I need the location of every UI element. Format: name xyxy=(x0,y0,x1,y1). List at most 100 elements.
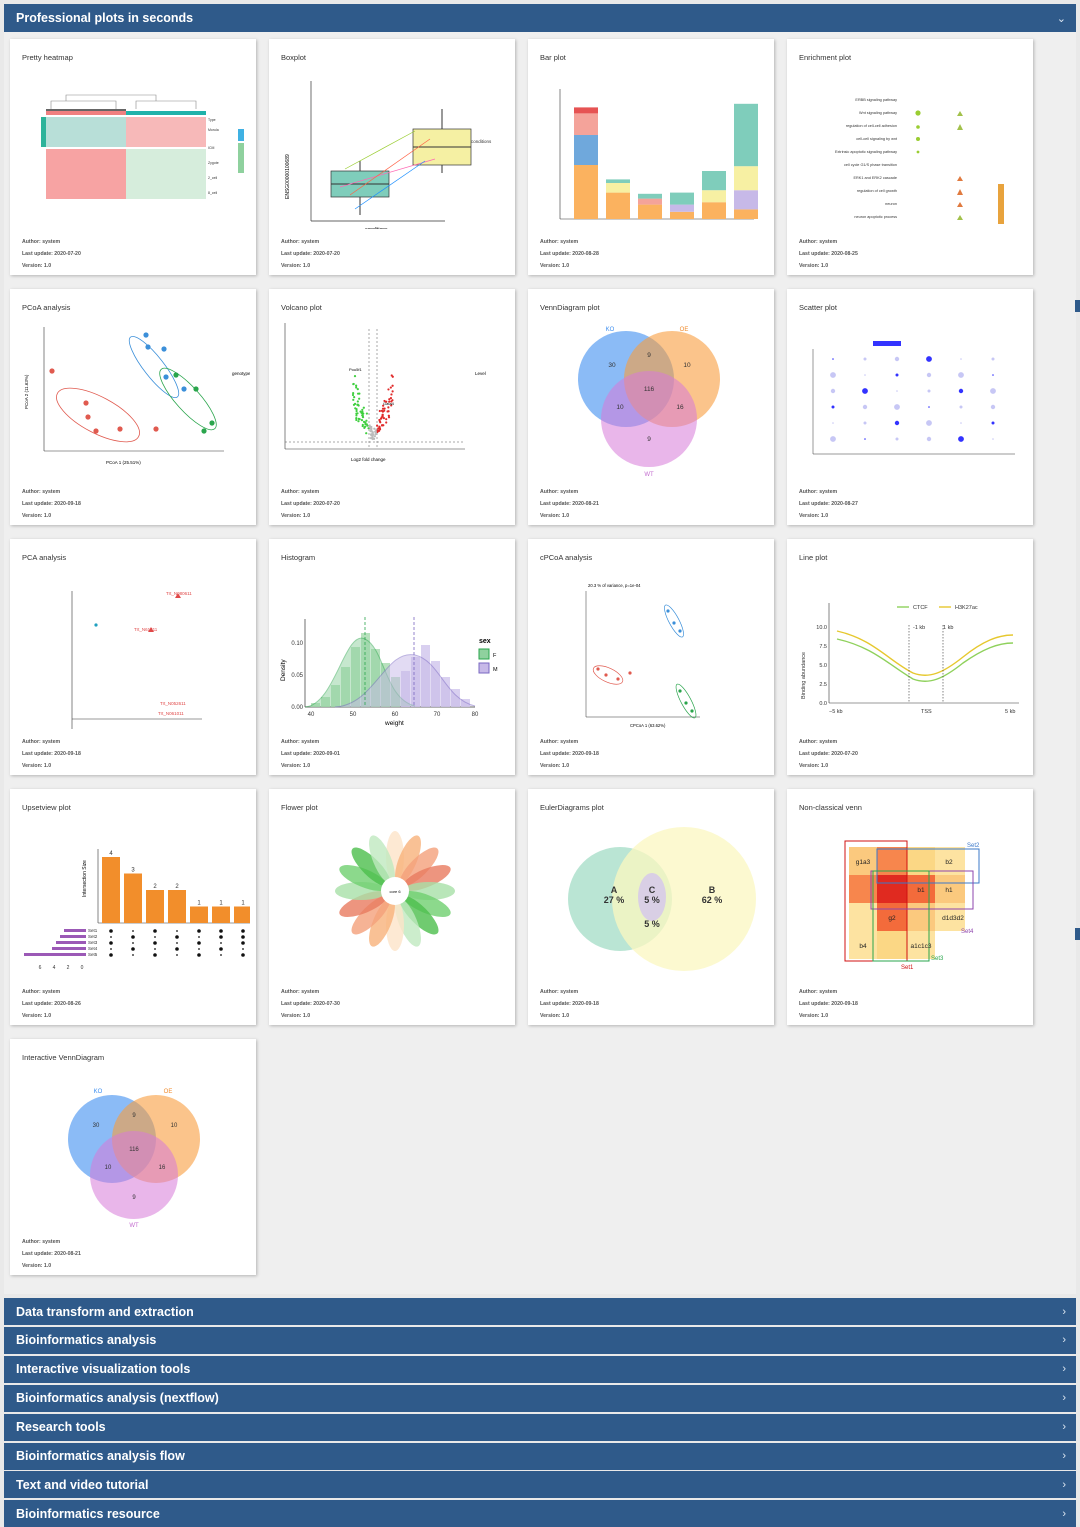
section-bar[interactable]: Bioinformatics analysis › xyxy=(4,1326,1076,1354)
section-bar[interactable]: Bioinformatics resource › xyxy=(4,1500,1076,1527)
venn2-value: 16 xyxy=(159,1165,166,1171)
upset-bar xyxy=(146,890,164,923)
svg-text:Wnt signaling pathway: Wnt signaling pathway xyxy=(859,111,897,115)
card-title[interactable]: Interactive VennDiagram xyxy=(22,1053,105,1062)
card-author: Author: system xyxy=(281,239,320,245)
plot-card[interactable]: EulerDiagrams plot A 27 % B 62 % C 5 % 5… xyxy=(528,789,774,1025)
card-title[interactable]: Non-classical venn xyxy=(799,803,862,812)
volcano-point xyxy=(388,400,391,403)
section-bar[interactable]: Data transform and extraction › xyxy=(4,1298,1076,1325)
card-title[interactable]: Bar plot xyxy=(540,53,566,62)
volcano-point xyxy=(391,375,394,378)
card-thumbnail[interactable]: ENSG00000100689 conditions conditions xyxy=(275,69,509,233)
section-bar[interactable]: Interactive visualization tools › xyxy=(4,1355,1076,1383)
professional-plots-header[interactable]: Professional plots in seconds ⌄ xyxy=(4,4,1076,32)
venn-value: 10 xyxy=(616,404,624,411)
upset-dot xyxy=(219,935,223,939)
scatter-dot xyxy=(862,404,868,410)
upset-dot xyxy=(220,954,222,956)
venn-value: 9 xyxy=(647,352,651,359)
section-bar[interactable]: Bioinformatics analysis (nextflow) › xyxy=(4,1384,1076,1412)
card-author: Author: system xyxy=(799,739,838,745)
card-thumbnail[interactable]: Pou5f1 Gata4 Log2 fold change Level xyxy=(275,319,509,479)
line-ytick: 2.5 xyxy=(819,682,827,688)
card-title[interactable]: Volcano plot xyxy=(281,303,322,312)
svg-text:ERBB signaling pathway: ERBB signaling pathway xyxy=(855,98,897,102)
plot-card[interactable]: Scatter plot Author: system Last update: … xyxy=(787,289,1033,525)
chevron-right-icon: › xyxy=(1062,1478,1066,1491)
card-thumbnail[interactable] xyxy=(534,69,768,229)
plot-card[interactable]: Histogram 0.00 0.05 0.10 40 50 60 70 80 … xyxy=(269,539,515,775)
plot-card[interactable]: Interactive VennDiagram 30 9 10 116 10 1… xyxy=(10,1039,256,1275)
card-title[interactable]: Upsetview plot xyxy=(22,803,71,812)
section-bar[interactable]: Bioinformatics analysis flow › xyxy=(4,1442,1076,1470)
card-thumbnail[interactable]: Intersection Size 4 3 2 2 1 1 1 Set1 Set2 Set3 Set… xyxy=(16,819,252,979)
card-thumbnail[interactable]: -1 kb 1 kb 0.0 2.5 5.0 7.5 10.0 −5 kb TS… xyxy=(793,569,1027,729)
card-thumbnail[interactable]: Trt_N080611 Trt_N61311 Trt_N052611 Trt_N061… xyxy=(16,569,250,729)
euler-value: 62 % xyxy=(702,895,723,905)
card-title[interactable]: EulerDiagrams plot xyxy=(540,803,604,812)
scatter-dot xyxy=(830,372,836,378)
card-thumbnail[interactable] xyxy=(793,319,1027,479)
plot-card[interactable]: Bar plot Author: system Last update: 2020… xyxy=(528,39,774,275)
card-thumbnail[interactable]: 20.3 % of variance, p=1e-04 CPCoA 1 (63.… xyxy=(534,569,768,729)
card-thumbnail[interactable]: Type Morula ICM Zygote 2_cell 8_cell xyxy=(16,69,250,229)
card-title[interactable]: Flower plot xyxy=(281,803,318,812)
card-title[interactable]: Pretty heatmap xyxy=(22,53,73,62)
plot-card[interactable]: Non-classical venn g1a3 b2 b1 h1 g2 d1d3… xyxy=(787,789,1033,1025)
scatter-dot xyxy=(958,372,964,378)
volcano-point xyxy=(361,414,364,417)
plot-card[interactable]: VennDiagram plot 30 9 10 116 10 16 9 KO … xyxy=(528,289,774,525)
card-thumbnail[interactable]: 0.00 0.05 0.10 40 50 60 70 80 weight Den… xyxy=(275,569,509,729)
volcano-point xyxy=(361,408,364,411)
card-title[interactable]: Line plot xyxy=(799,553,828,562)
card-version: Version: 1.0 xyxy=(22,1013,52,1019)
upset-dot xyxy=(175,935,179,939)
plot-card[interactable]: PCA analysis Trt_N080611 Trt_N61311 Trt_N0… xyxy=(10,539,256,775)
plot-card[interactable]: PCoA analysis PCoA 1 (25.51%) PCoA 2 (11… xyxy=(10,289,256,525)
chevron-right-icon: › xyxy=(1062,1450,1066,1462)
chevron-right-icon: › xyxy=(1062,1392,1066,1405)
card-thumbnail[interactable]: core 6 xyxy=(275,819,509,979)
card-last-update: Last update: 2020-09-18 xyxy=(540,751,599,757)
flower-petal xyxy=(351,895,391,935)
plot-card[interactable]: Line plot -1 kb 1 kb 0.0 2.5 5.0 7.5 10.… xyxy=(787,539,1033,775)
hist-ytick: 0.00 xyxy=(291,705,303,711)
card-title[interactable]: Boxplot xyxy=(281,53,307,62)
volcano-point xyxy=(352,391,355,395)
plot-card[interactable]: Pretty heatmap Type Morula ICM Zygote 2_cell… xyxy=(10,39,256,275)
card-title[interactable]: Scatter plot xyxy=(799,303,837,312)
card-thumbnail[interactable]: g1a3 b2 b1 h1 g2 d1d3d2 b4 a1c1c3 Set1 S… xyxy=(793,819,1027,979)
scatter-dot xyxy=(960,422,962,424)
card-title[interactable]: Enrichment plot xyxy=(799,53,852,62)
plot-card[interactable]: Flower plot core 6 Author: system Last up… xyxy=(269,789,515,1025)
volcano-point xyxy=(351,393,355,397)
plot-card[interactable]: cPCoA analysis 20.3 % of variance, p=1e-… xyxy=(528,539,774,775)
chevron-right-icon: › xyxy=(1062,1363,1066,1376)
section-bar[interactable]: Text and video tutorial › xyxy=(4,1471,1076,1499)
scatter-dot xyxy=(926,356,932,362)
section-bar[interactable]: Research tools › xyxy=(4,1413,1076,1441)
card-thumbnail[interactable]: 30 9 10 116 10 16 9 KO OE WT xyxy=(534,319,768,479)
volcano-point xyxy=(358,392,361,395)
flower-petal xyxy=(402,891,451,917)
card-thumbnail[interactable]: A 27 % B 62 % C 5 % 5 % xyxy=(534,819,768,979)
upset-dot xyxy=(241,929,245,933)
card-title[interactable]: cPCoA analysis xyxy=(540,553,593,562)
venn-value: 116 xyxy=(644,386,655,393)
volcano-point xyxy=(368,425,371,429)
card-thumbnail[interactable]: 30 9 10 116 10 16 9 KO OE WT xyxy=(16,1069,250,1229)
plot-card[interactable]: Upsetview plot Intersection Size 4 3 2 2 1 1 1… xyxy=(10,789,256,1025)
plot-card[interactable]: Volcano plot Pou5f1 Gata4 Log2 fold chan… xyxy=(269,289,515,525)
card-title[interactable]: PCA analysis xyxy=(22,553,67,562)
card-title[interactable]: PCoA analysis xyxy=(22,303,71,312)
card-title[interactable]: Histogram xyxy=(281,553,316,562)
plot-card[interactable]: Enrichment plot ERBB signaling pathway Wn… xyxy=(787,39,1033,275)
card-title[interactable]: VennDiagram plot xyxy=(540,303,600,312)
scroll-tab-marker xyxy=(1075,928,1080,940)
upset-size-tick: 2 xyxy=(67,965,70,971)
card-thumbnail[interactable]: PCoA 1 (25.51%) PCoA 2 (11.63%) genotype xyxy=(16,319,251,479)
plot-card[interactable]: Boxplot ENSG00000100689 conditions condi… xyxy=(269,39,515,275)
volcano-point xyxy=(390,400,393,403)
card-thumbnail[interactable]: ERBB signaling pathway Wnt signaling path… xyxy=(793,69,1027,229)
